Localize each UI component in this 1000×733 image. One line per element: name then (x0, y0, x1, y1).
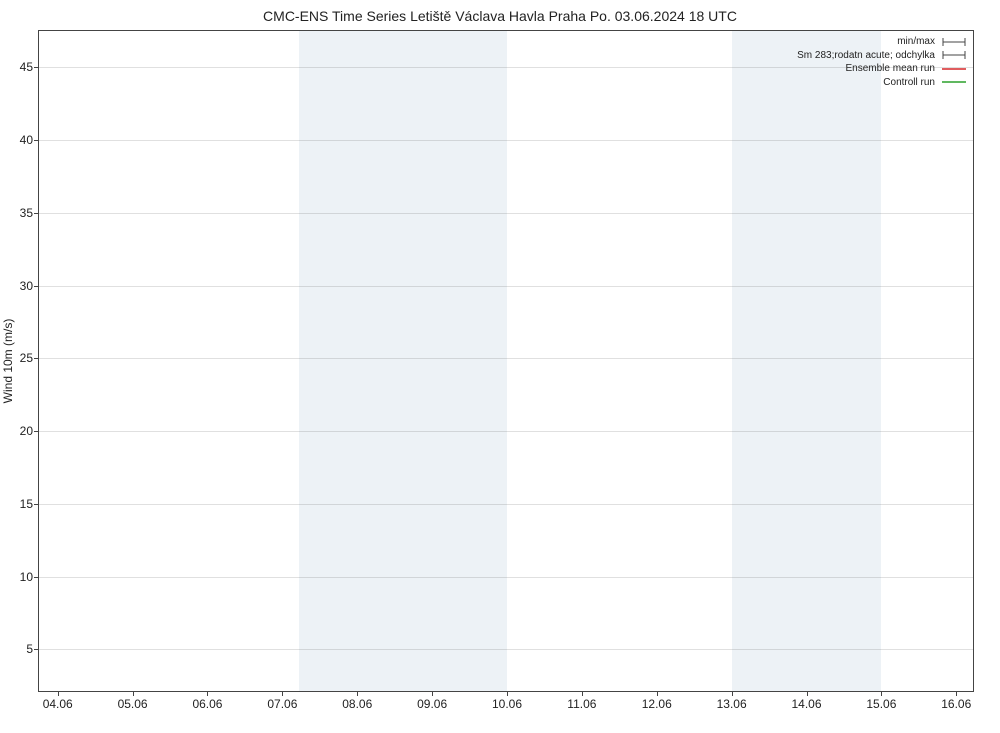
y-tick-mark (34, 649, 39, 650)
y-tick-label: 5 (26, 642, 33, 656)
x-tick-label: 16.06 (941, 697, 971, 711)
y-tick-label: 15 (20, 497, 33, 511)
x-tick-label: 08.06 (342, 697, 372, 711)
weekend-band (357, 31, 432, 691)
x-tick-mark (732, 691, 733, 696)
gridline (39, 649, 973, 650)
gridline (39, 286, 973, 287)
x-tick-mark (657, 691, 658, 696)
y-tick-mark (34, 504, 39, 505)
chart-container: CMC-ENS Time Series Letiště Václava Havl… (0, 0, 1000, 733)
gridline (39, 504, 973, 505)
x-tick-label: 09.06 (417, 697, 447, 711)
weekend-band (807, 31, 882, 691)
x-tick-mark (807, 691, 808, 696)
y-tick-mark (34, 213, 39, 214)
legend-item: Sm 283;rodatn acute; odchylka (797, 49, 967, 63)
y-tick-mark (34, 577, 39, 578)
x-tick-label: 15.06 (866, 697, 896, 711)
y-tick-label: 10 (20, 570, 33, 584)
x-tick-label: 11.06 (567, 697, 596, 711)
gridline (39, 140, 973, 141)
weekend-band (732, 31, 807, 691)
y-tick-label: 30 (20, 279, 33, 293)
x-tick-label: 06.06 (192, 697, 222, 711)
legend-swatch-line (941, 77, 967, 87)
footer-blank (0, 720, 1000, 733)
x-tick-label: 13.06 (717, 697, 747, 711)
x-tick-mark (58, 691, 59, 696)
x-tick-label: 07.06 (267, 697, 297, 711)
weekend-band (432, 31, 507, 691)
x-tick-label: 12.06 (642, 697, 672, 711)
legend-label: Sm 283;rodatn acute; odchylka (797, 49, 935, 63)
legend-item: Ensemble mean run (797, 62, 967, 76)
x-tick-mark (582, 691, 583, 696)
plot-area: min/max Sm 283;rodatn acute; odchylka En… (38, 30, 974, 692)
x-tick-label: 04.06 (43, 697, 73, 711)
x-tick-mark (133, 691, 134, 696)
chart-title: CMC-ENS Time Series Letiště Václava Havl… (0, 8, 1000, 24)
y-tick-mark (34, 358, 39, 359)
legend-label: Ensemble mean run (846, 62, 936, 76)
legend-item: min/max (797, 35, 967, 49)
y-tick-mark (34, 67, 39, 68)
gridline (39, 67, 973, 68)
x-tick-mark (956, 691, 957, 696)
y-axis-label: Wind 10m (m/s) (1, 319, 15, 404)
legend-swatch-errorbar (941, 37, 967, 47)
x-tick-mark (207, 691, 208, 696)
y-tick-label: 35 (20, 206, 33, 220)
y-tick-mark (34, 286, 39, 287)
legend-swatch-errorbar (941, 50, 967, 60)
gridline (39, 431, 973, 432)
legend-label: min/max (897, 35, 935, 49)
y-tick-mark (34, 431, 39, 432)
x-tick-label: 10.06 (492, 697, 522, 711)
x-tick-mark (881, 691, 882, 696)
y-tick-label: 45 (20, 60, 33, 74)
y-tick-label: 20 (20, 424, 33, 438)
legend-label: Controll run (883, 76, 935, 90)
x-tick-mark (282, 691, 283, 696)
x-tick-mark (357, 691, 358, 696)
legend-swatch-line (941, 64, 967, 74)
y-tick-label: 40 (20, 133, 33, 147)
legend: min/max Sm 283;rodatn acute; odchylka En… (797, 35, 967, 89)
gridline (39, 213, 973, 214)
gridline (39, 358, 973, 359)
x-tick-label: 05.06 (118, 697, 148, 711)
x-tick-mark (432, 691, 433, 696)
gridline (39, 577, 973, 578)
x-tick-mark (507, 691, 508, 696)
y-tick-mark (34, 140, 39, 141)
legend-item: Controll run (797, 76, 967, 90)
x-tick-label: 14.06 (792, 697, 822, 711)
weekend-band (299, 31, 357, 691)
y-tick-label: 25 (20, 351, 33, 365)
